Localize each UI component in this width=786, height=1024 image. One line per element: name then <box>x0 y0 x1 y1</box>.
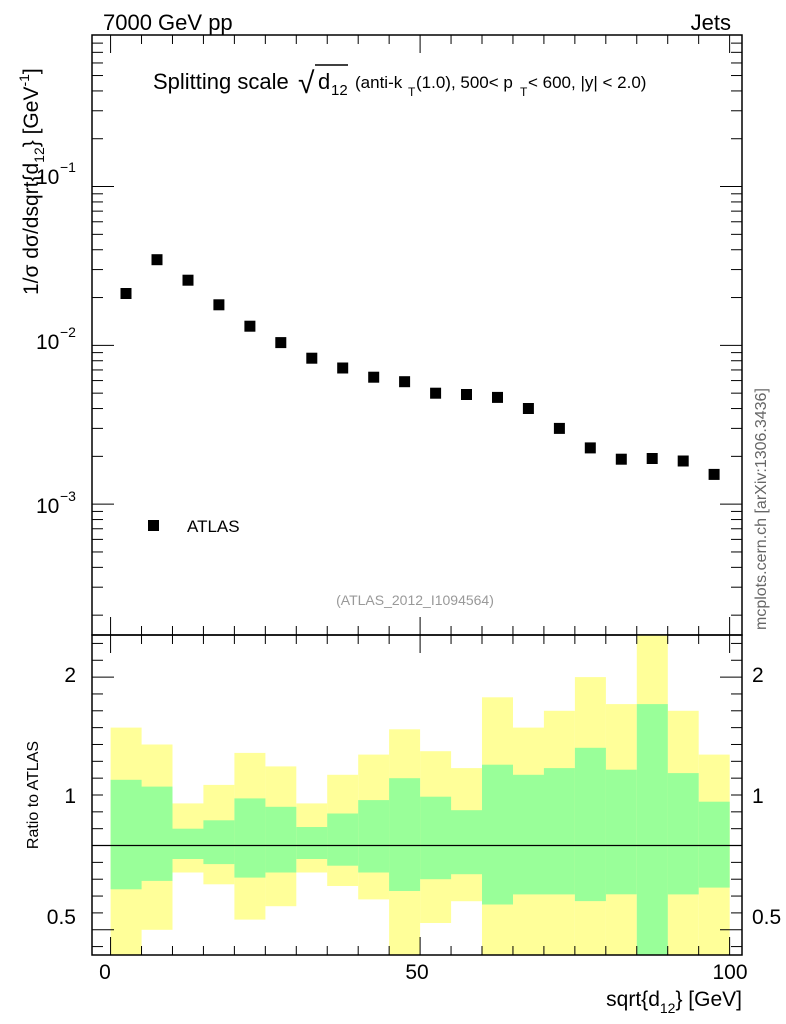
ratio-ylabel: Ratio to ATLAS <box>25 741 42 849</box>
header-left: 7000 GeV pp <box>103 10 233 35</box>
data-point-atlas-18 <box>646 453 658 464</box>
xtick-label-0: 0 <box>99 961 111 984</box>
title-sqrt-symbol: √ <box>298 67 315 100</box>
xlabel-part-2: } [GeV] <box>675 988 742 1011</box>
band-inner-bin-11 <box>420 796 452 880</box>
band-inner-bin-2 <box>141 786 173 881</box>
data-point-atlas-14 <box>522 403 534 414</box>
data-point-atlas-1 <box>120 288 132 299</box>
main-ytick-label-1: 10 −1 <box>36 159 76 189</box>
xlabel: sqrt{d12} [GeV] <box>606 988 742 1016</box>
band-inner-bin-17 <box>605 769 637 895</box>
data-point-atlas-5 <box>244 320 256 332</box>
main-ylabel-sup: -1 <box>16 74 32 87</box>
data-point-atlas-2 <box>151 254 163 266</box>
xtick-label-50: 50 <box>405 961 428 984</box>
data-point-atlas-17 <box>615 453 627 465</box>
title-detail-2: (1.0), 500< p <box>416 73 513 92</box>
main-panel: Splitting scale √ d 12 (anti-k T (1.0), … <box>16 34 743 636</box>
data-point-atlas-8 <box>337 362 349 374</box>
main-ticks <box>92 34 742 635</box>
band-inner-bin-8 <box>327 813 359 866</box>
data-point-atlas-4 <box>213 299 225 311</box>
band-inner-bin-5 <box>234 798 266 878</box>
data-point-atlas-16 <box>584 442 596 454</box>
ratio-marks <box>92 635 742 955</box>
ratio-ytick-right-0.5: 0.5 <box>752 906 781 929</box>
ytick-base: 10 <box>36 495 59 518</box>
band-inner-bin-10 <box>389 778 421 891</box>
main-ytick-label-2: 10 −2 <box>36 324 76 354</box>
data-point-atlas-6 <box>275 337 287 349</box>
title-detail-2-sub: T <box>520 85 528 99</box>
band-inner-bin-16 <box>574 747 606 902</box>
ratio-ytick-right-1: 1 <box>752 785 764 808</box>
xtick-label-100: 100 <box>712 961 747 984</box>
main-ylabel-part-3: ] <box>20 68 43 74</box>
ratio-ticks <box>92 635 742 955</box>
main-title: Splitting scale √ d 12 (anti-k T (1.0), … <box>153 64 646 100</box>
title-detail-1: (anti-k <box>355 73 403 92</box>
ytick-exp: −2 <box>60 324 76 340</box>
ratio-ytick-left-1: 1 <box>64 785 76 808</box>
title-var-base: d <box>318 69 330 94</box>
legend-label-atlas: ATLAS <box>187 517 240 536</box>
band-inner-bin-13 <box>482 764 513 905</box>
ratio-panel: Ratio to ATLAS 2 1 0.5 2 1 0.5 0 50 100 … <box>25 634 781 1016</box>
main-ylabel-part-2: } [GeV <box>20 87 43 148</box>
ratio-ytick-left-0.5: 0.5 <box>47 906 76 929</box>
legend-marker-atlas <box>148 520 159 531</box>
ratio-ytick-right-2: 2 <box>752 664 764 687</box>
ytick-base: 10 <box>36 166 59 189</box>
data-point-atlas-7 <box>306 352 318 364</box>
ratio-frame <box>91 634 743 956</box>
band-inner-bin-14 <box>513 774 544 895</box>
data-point-atlas-3 <box>182 274 194 286</box>
ytick-exp: −1 <box>60 159 76 175</box>
data-point-atlas-19 <box>677 455 689 467</box>
data-point-atlas-20 <box>708 468 720 480</box>
band-inner-bin-12 <box>451 810 482 875</box>
data-point-atlas-11 <box>430 387 442 399</box>
band-inner-bin-1 <box>110 779 142 890</box>
ytick-exp: −3 <box>60 488 76 504</box>
band-inner-bin-15 <box>543 768 575 895</box>
title-detail-3: < 600, |y| < 2.0) <box>528 73 646 92</box>
main-ylabel: 1/σ dσ/dsqrt{d12} [GeV-1] <box>16 68 47 295</box>
data-point-atlas-12 <box>461 389 472 400</box>
xlabel-part-1: sqrt{d <box>606 988 660 1011</box>
data-point-atlas-13 <box>492 391 503 403</box>
main-ylabel-sub: 12 <box>31 147 47 163</box>
band-inner-bin-3 <box>172 828 204 859</box>
ratio-ytick-left-2: 2 <box>64 664 76 687</box>
data-point-atlas-9 <box>368 371 380 383</box>
xlabel-sub: 12 <box>660 1000 676 1016</box>
ytick-base: 10 <box>36 331 59 354</box>
band-inner-bin-6 <box>265 806 297 873</box>
band-inner-bin-9 <box>358 800 390 873</box>
header-right: Jets <box>691 10 731 35</box>
analysis-watermark: (ATLAS_2012_I1094564) <box>336 592 494 608</box>
main-marks <box>120 254 720 480</box>
band-inner-bin-18 <box>636 704 668 955</box>
data-point-atlas-10 <box>399 376 411 388</box>
side-label: mcplots.cern.ch [arXiv:1306.3436] <box>753 388 770 630</box>
title-main: Splitting scale <box>153 69 289 94</box>
band-inner-bin-4 <box>203 820 235 865</box>
band-inner-bin-20 <box>698 801 730 888</box>
band-inner-bin-7 <box>296 827 328 859</box>
legend: ATLAS <box>148 517 240 536</box>
main-ylabel-part-1: 1/σ dσ/dsqrt{d <box>20 163 43 295</box>
title-var-sub: 12 <box>331 82 348 99</box>
title-detail-1-sub: T <box>408 85 416 99</box>
band-inner-bin-19 <box>667 773 699 895</box>
data-point-atlas-15 <box>553 422 565 434</box>
main-ytick-label-3: 10 −3 <box>36 488 76 518</box>
main-frame <box>91 34 743 636</box>
